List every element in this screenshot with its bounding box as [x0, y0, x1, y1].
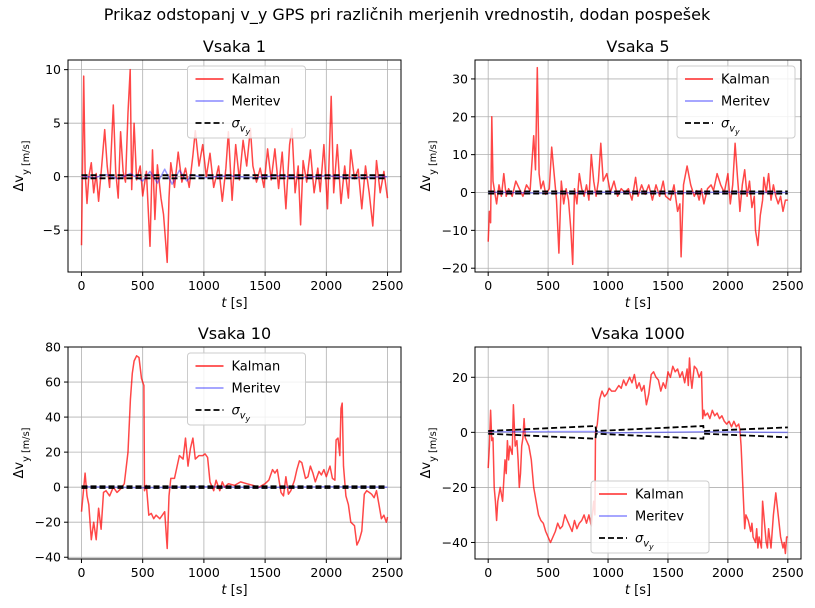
- legend: Kalman Meritev σvy: [676, 65, 796, 139]
- x-tick-label: 2000: [712, 278, 744, 293]
- chart-panel-2: 0 500 1000 1500 2000 2500 −20 −10 0 10 20 30 Vsaka 5…: [419, 37, 804, 311]
- panel-title: Vsaka 1000: [591, 324, 685, 343]
- x-tick-label: 1000: [592, 278, 624, 293]
- legend-label: σvy: [635, 532, 654, 552]
- y-tick-label: 0: [53, 169, 61, 184]
- legend: Kalman Meritev σvy: [590, 480, 710, 554]
- x-tick-label: 1000: [188, 565, 220, 580]
- x-tick-label: 0: [484, 278, 492, 293]
- x-tick-label: 1500: [652, 565, 684, 580]
- y-tick-label: −40: [442, 535, 468, 550]
- meritev-line: [488, 430, 788, 434]
- legend-label: Meritev: [232, 382, 281, 397]
- panel-title: Vsaka 5: [606, 37, 669, 56]
- y-axis-label: Δvy [m/s]: [12, 428, 32, 479]
- x-tick-label: 1500: [249, 565, 281, 580]
- legend-label: σvy: [721, 117, 740, 137]
- x-tick-label: 2000: [712, 565, 744, 580]
- legend: Kalman Meritev σvy: [187, 352, 306, 426]
- y-tick-label: 20: [452, 109, 468, 124]
- y-tick-label: −20: [442, 261, 468, 276]
- y-tick-label: 80: [45, 340, 61, 355]
- kalman-line: [487, 357, 788, 555]
- axes-frame: [474, 59, 802, 273]
- x-tick-label: 1000: [188, 278, 220, 293]
- legend-label: Kalman: [232, 360, 281, 375]
- x-axis-label: t [s]: [221, 583, 247, 598]
- legend-label: Meritev: [721, 95, 770, 110]
- y-tick-label: 0: [460, 185, 468, 200]
- y-tick-label: 0: [53, 480, 61, 495]
- y-tick-label: 10: [452, 147, 468, 162]
- y-tick-label: −10: [442, 223, 468, 238]
- y-tick-label: −20: [35, 515, 61, 530]
- legend: Kalman Meritev σvy: [187, 65, 306, 139]
- x-tick-label: 2000: [310, 278, 342, 293]
- sigma-upper-line: [488, 425, 788, 432]
- x-tick-label: 500: [536, 278, 560, 293]
- x-tick-label: 2500: [372, 565, 404, 580]
- chart-panel-1: 0 500 1000 1500 2000 2500 −5 0 5 10 Vsaka 1 t [s] Δv…: [12, 37, 403, 311]
- chart-panel-3: 0 500 1000 1500 2000 2500 −40 −20 0 20 40 60 80 Vsaka…: [12, 324, 403, 598]
- x-tick-label: 2500: [772, 278, 804, 293]
- axes-frame: [67, 346, 402, 560]
- y-tick-label: 60: [45, 375, 61, 390]
- legend-label: Meritev: [232, 95, 281, 110]
- chart-panel-4: 0 500 1000 1500 2000 2500 −40 −20 0 20 Vsaka 1000 t…: [419, 324, 804, 598]
- x-tick-label: 0: [77, 278, 85, 293]
- figure-title: Prikaz odstopanj v_y GPS pri različnih m…: [104, 5, 711, 25]
- y-tick-label: 20: [452, 370, 468, 385]
- plot-area: [487, 66, 788, 266]
- x-axis-label: t [s]: [221, 296, 247, 311]
- y-tick-label: 40: [45, 410, 61, 425]
- legend-label: Meritev: [635, 510, 684, 525]
- y-axis-label: Δvy [m/s]: [419, 141, 439, 192]
- x-tick-label: 2000: [310, 565, 342, 580]
- axes-frame: [474, 346, 802, 560]
- y-tick-label: 20: [45, 445, 61, 460]
- legend-label: σvy: [232, 117, 251, 137]
- x-tick-label: 500: [131, 278, 155, 293]
- x-tick-label: 2500: [372, 278, 404, 293]
- x-tick-label: 1500: [652, 278, 684, 293]
- y-tick-label: −20: [442, 480, 468, 495]
- y-axis-label: Δvy [m/s]: [12, 141, 32, 192]
- plot-area: [80, 68, 389, 264]
- y-tick-label: −40: [35, 550, 61, 565]
- legend-label: Kalman: [635, 488, 684, 503]
- x-axis-label: t [s]: [625, 583, 651, 598]
- y-tick-label: −5: [43, 223, 61, 238]
- legend-box: [676, 65, 796, 139]
- y-tick-label: 0: [460, 425, 468, 440]
- x-tick-label: 500: [536, 565, 560, 580]
- plot-area: [80, 355, 389, 550]
- x-tick-label: 500: [131, 565, 155, 580]
- legend-box: [590, 480, 710, 554]
- x-tick-label: 2500: [772, 565, 804, 580]
- panel-title: Vsaka 10: [198, 324, 271, 343]
- x-tick-label: 0: [484, 565, 492, 580]
- y-tick-label: 5: [53, 116, 61, 131]
- x-tick-label: 1000: [592, 565, 624, 580]
- panel-title: Vsaka 1: [203, 37, 266, 56]
- legend-box: [187, 352, 306, 426]
- kalman-line: [487, 66, 788, 266]
- y-axis-label: Δvy [m/s]: [419, 428, 439, 479]
- axes-frame: [67, 59, 402, 273]
- legend-label: Kalman: [232, 73, 281, 88]
- legend-box: [187, 65, 306, 139]
- legend-label: σvy: [232, 404, 251, 424]
- meritev-line: [81, 168, 388, 185]
- plot-area: [487, 357, 788, 555]
- y-tick-label: 10: [45, 62, 61, 77]
- legend-label: Kalman: [721, 73, 770, 88]
- x-axis-label: t [s]: [625, 296, 651, 311]
- x-tick-label: 0: [77, 565, 85, 580]
- sigma-lower-line: [488, 432, 788, 440]
- y-tick-label: 30: [452, 71, 468, 86]
- x-tick-label: 1500: [249, 278, 281, 293]
